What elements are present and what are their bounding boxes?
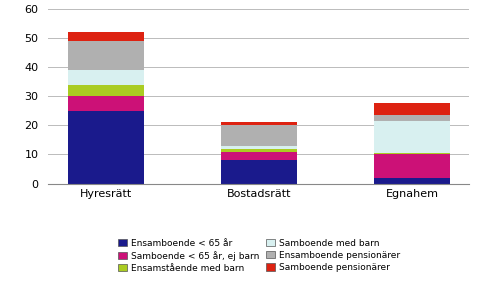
Bar — [221, 160, 297, 184]
Bar — [68, 85, 144, 96]
Bar — [68, 96, 144, 111]
Bar — [374, 178, 450, 184]
Bar — [221, 152, 297, 160]
Legend: Ensamboende < 65 år, Samboende < 65 år, ej barn, Ensamstående med barn, Samboend: Ensamboende < 65 år, Samboende < 65 år, … — [116, 237, 402, 275]
Bar — [68, 111, 144, 184]
Bar — [68, 32, 144, 41]
Bar — [68, 70, 144, 85]
Bar — [221, 149, 297, 152]
Bar — [374, 153, 450, 155]
Bar — [221, 146, 297, 149]
Bar — [374, 115, 450, 121]
Bar — [374, 104, 450, 115]
Bar — [374, 121, 450, 153]
Bar — [221, 125, 297, 146]
Bar — [374, 155, 450, 178]
Bar — [68, 41, 144, 70]
Bar — [221, 123, 297, 125]
